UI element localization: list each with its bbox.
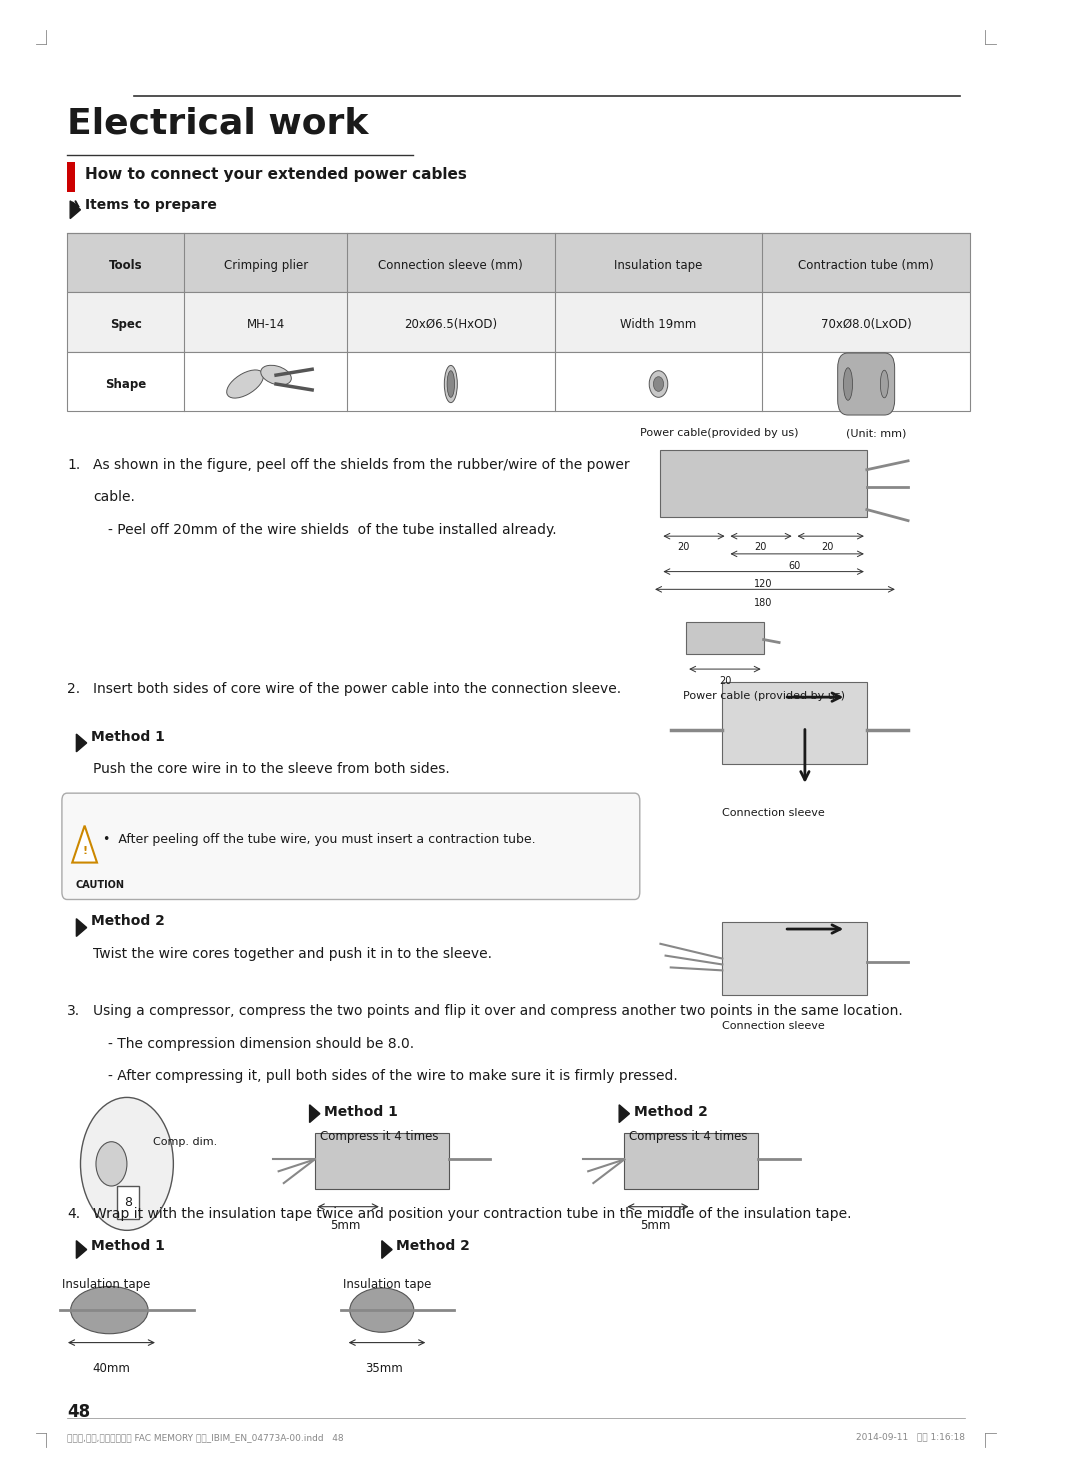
Text: 5mm: 5mm	[330, 1219, 361, 1232]
Text: 5mm: 5mm	[640, 1219, 671, 1232]
Text: As shown in the figure, peel off the shields from the rubber/wire of the power: As shown in the figure, peel off the shi…	[93, 458, 630, 471]
Text: Insulation tape: Insulation tape	[615, 260, 703, 272]
Polygon shape	[77, 734, 86, 752]
Ellipse shape	[350, 1288, 414, 1332]
Text: - The compression dimension should be 8.0.: - The compression dimension should be 8.…	[108, 1037, 415, 1050]
Text: 2.: 2.	[67, 682, 80, 696]
Text: 20: 20	[822, 542, 834, 552]
Ellipse shape	[653, 377, 663, 391]
Text: CAUTION: CAUTION	[76, 880, 124, 891]
Text: •  After peeling off the tube wire, you must insert a contraction tube.: • After peeling off the tube wire, you m…	[104, 833, 536, 846]
Text: Insert both sides of core wire of the power cable into the connection sleeve.: Insert both sides of core wire of the po…	[93, 682, 621, 696]
Text: Connection sleeve (mm): Connection sleeve (mm)	[378, 260, 523, 272]
Circle shape	[81, 1097, 174, 1230]
Text: 20xØ6.5(HxOD): 20xØ6.5(HxOD)	[404, 319, 498, 331]
Text: Electrical work: Electrical work	[67, 106, 368, 140]
Text: 60: 60	[788, 561, 800, 572]
Text: 120: 120	[754, 579, 773, 589]
Text: How to connect your extended power cables: How to connect your extended power cable…	[84, 167, 467, 182]
Text: 48: 48	[67, 1403, 91, 1421]
Text: !: !	[82, 846, 87, 855]
Ellipse shape	[649, 371, 667, 397]
Bar	[624, 1133, 758, 1189]
Text: Method 1: Method 1	[324, 1105, 397, 1118]
FancyBboxPatch shape	[62, 793, 639, 899]
Text: Connection sleeve: Connection sleeve	[723, 808, 825, 818]
Text: Method 2: Method 2	[634, 1105, 707, 1118]
Ellipse shape	[447, 371, 455, 397]
Text: Connection sleeve: Connection sleeve	[723, 1021, 825, 1031]
Text: Comp. dim.: Comp. dim.	[152, 1137, 217, 1148]
Text: Crimping plier: Crimping plier	[224, 260, 308, 272]
Text: Contraction tube (mm): Contraction tube (mm)	[798, 260, 934, 272]
Text: 3.: 3.	[67, 1004, 80, 1018]
Text: 4.: 4.	[67, 1207, 80, 1220]
Text: Spec: Spec	[110, 319, 141, 331]
Text: cable.: cable.	[93, 490, 135, 504]
Polygon shape	[70, 201, 81, 219]
Text: 20: 20	[677, 542, 689, 552]
Ellipse shape	[444, 365, 457, 403]
Text: Compress it 4 times: Compress it 4 times	[630, 1130, 748, 1143]
Text: Shape: Shape	[105, 378, 147, 390]
Bar	[67, 352, 970, 411]
Text: Method 1: Method 1	[91, 1239, 164, 1252]
Bar	[67, 292, 970, 352]
Text: Items to prepare: Items to prepare	[84, 198, 216, 211]
Polygon shape	[72, 826, 97, 863]
Text: Method 2: Method 2	[91, 914, 164, 928]
Ellipse shape	[843, 368, 852, 400]
Bar	[723, 922, 867, 995]
Text: Width 19mm: Width 19mm	[620, 319, 697, 331]
Text: 1.: 1.	[67, 458, 80, 471]
Bar	[314, 1133, 449, 1189]
Text: Insulation tape: Insulation tape	[342, 1278, 431, 1291]
Text: Tools: Tools	[109, 260, 143, 272]
Text: (Unit: mm): (Unit: mm)	[846, 428, 906, 439]
Text: 20: 20	[719, 676, 731, 687]
Text: 20: 20	[754, 542, 767, 552]
Ellipse shape	[260, 365, 292, 385]
Circle shape	[96, 1142, 127, 1186]
Text: 8: 8	[124, 1196, 132, 1210]
Text: Using a compressor, compress the two points and flip it over and compress anothe: Using a compressor, compress the two poi…	[93, 1004, 903, 1018]
Polygon shape	[382, 1241, 392, 1258]
Text: - After compressing it, pull both sides of the wire to make sure it is firmly pr: - After compressing it, pull both sides …	[108, 1069, 678, 1083]
Text: 70xØ8.0(LxOD): 70xØ8.0(LxOD)	[821, 319, 912, 331]
Polygon shape	[619, 1105, 630, 1123]
Text: 180: 180	[755, 598, 773, 609]
Text: - Peel off 20mm of the wire shields  of the tube installed already.: - Peel off 20mm of the wire shields of t…	[108, 523, 557, 536]
Text: Power cable (provided by us): Power cable (provided by us)	[684, 691, 846, 702]
Bar	[723, 682, 867, 764]
Ellipse shape	[70, 1286, 148, 1334]
Bar	[686, 622, 764, 654]
Text: 사우디,인도,나이지리아항 FAC MEMORY 냉방_IBIM_EN_04773A-00.indd   48: 사우디,인도,나이지리아항 FAC MEMORY 냉방_IBIM_EN_0477…	[67, 1433, 343, 1442]
Polygon shape	[77, 919, 86, 936]
Text: 2014-09-11   오후 1:16:18: 2014-09-11 오후 1:16:18	[855, 1433, 964, 1442]
Text: Method 1: Method 1	[91, 730, 164, 743]
Text: MH-14: MH-14	[246, 319, 285, 331]
Ellipse shape	[880, 371, 889, 397]
Text: Method 2: Method 2	[396, 1239, 470, 1252]
Bar	[67, 233, 970, 292]
Bar	[67, 162, 76, 192]
Bar	[117, 1186, 139, 1219]
Text: Push the core wire in to the sleeve from both sides.: Push the core wire in to the sleeve from…	[93, 762, 449, 775]
Text: Insulation tape: Insulation tape	[63, 1278, 150, 1291]
Polygon shape	[77, 1241, 86, 1258]
FancyBboxPatch shape	[838, 353, 894, 415]
Text: Compress it 4 times: Compress it 4 times	[320, 1130, 438, 1143]
Text: Twist the wire cores together and push it in to the sleeve.: Twist the wire cores together and push i…	[93, 947, 491, 960]
Text: Wrap it with the insulation tape twice and position your contraction tube in the: Wrap it with the insulation tape twice a…	[93, 1207, 851, 1220]
Text: Power cable(provided by us): Power cable(provided by us)	[639, 428, 798, 439]
Text: 40mm: 40mm	[93, 1362, 131, 1375]
Polygon shape	[310, 1105, 320, 1123]
Text: 35mm: 35mm	[365, 1362, 403, 1375]
Ellipse shape	[227, 369, 264, 399]
Bar	[661, 450, 867, 517]
